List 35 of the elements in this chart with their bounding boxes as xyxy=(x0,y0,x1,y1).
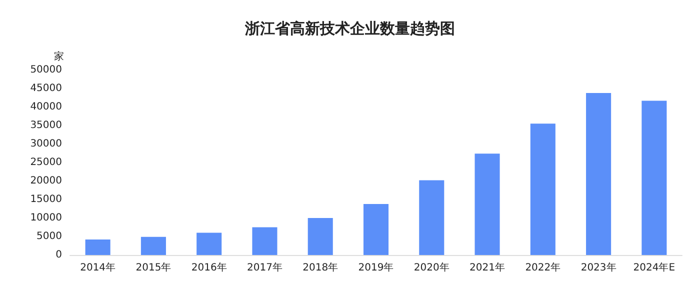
x-tick-label: 2022年 xyxy=(525,262,561,274)
y-tick-label: 45000 xyxy=(30,83,62,94)
bar xyxy=(196,232,222,255)
y-tick-label: 30000 xyxy=(30,138,62,150)
y-tick-label: 10000 xyxy=(30,212,62,224)
x-tick-label: 2023年 xyxy=(580,262,616,274)
x-tick-label: 2015年 xyxy=(136,262,172,274)
bar xyxy=(474,154,500,255)
y-tick-label: 35000 xyxy=(30,120,62,131)
y-tick-label: 20000 xyxy=(30,176,62,186)
y-tick-label: 25000 xyxy=(30,157,62,168)
y-tick-label: 5000 xyxy=(36,231,62,242)
bar xyxy=(140,236,166,255)
x-tick-label: 2019年 xyxy=(358,262,394,274)
bar xyxy=(308,218,333,255)
x-tick-label: 2016年 xyxy=(191,262,227,274)
bar xyxy=(252,227,278,255)
bar xyxy=(586,92,612,255)
x-tick-label: 2017年 xyxy=(247,262,282,274)
y-tick-label: 40000 xyxy=(30,102,62,112)
x-tick-label: 2020年 xyxy=(414,262,450,274)
x-tick-label: 2021年 xyxy=(470,262,505,274)
y-axis-title: 家 xyxy=(54,50,64,62)
y-tick-label: 0 xyxy=(56,250,62,260)
y-tick-label: 50000 xyxy=(30,64,62,76)
bar xyxy=(419,180,444,255)
x-tick-label: 2024年E xyxy=(633,262,676,274)
bar xyxy=(530,124,556,255)
y-tick-label: 15000 xyxy=(30,194,62,205)
chart-title: 浙江省高新技术企业数量趋势图 xyxy=(244,20,455,38)
x-tick-label: 2018年 xyxy=(302,262,338,274)
bar xyxy=(642,100,667,255)
bar xyxy=(85,239,110,255)
x-tick-label: 2014年 xyxy=(80,262,116,274)
bar xyxy=(363,204,389,255)
